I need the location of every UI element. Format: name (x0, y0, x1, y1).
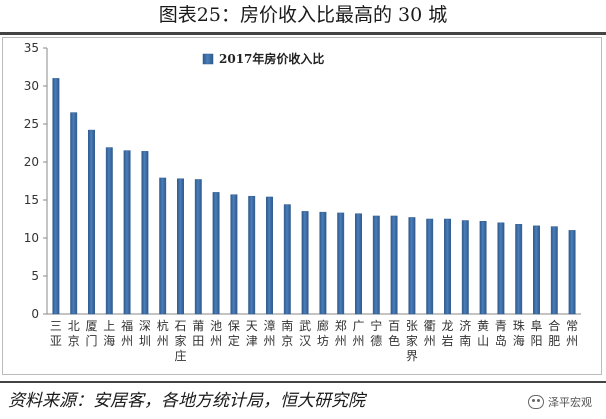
x-tick-label: 三亚 (50, 319, 62, 348)
x-tick-label: 福州 (121, 318, 133, 348)
bar (88, 129, 95, 315)
bar (408, 217, 416, 315)
x-tick-label: 宁德 (370, 318, 382, 348)
wechat-icon (528, 395, 544, 409)
x-tick-label: 黄山 (477, 319, 489, 348)
bar (568, 230, 576, 315)
x-tick-label: 南京 (281, 318, 293, 348)
bar (461, 220, 469, 315)
bar (515, 224, 523, 315)
bar (301, 211, 309, 315)
bar (550, 226, 558, 315)
bar (372, 215, 380, 315)
x-tick-label: 厦门 (85, 319, 97, 348)
x-tick-label: 上海 (103, 319, 115, 348)
y-tick-label: 15 (24, 193, 39, 207)
bar (248, 195, 256, 315)
bar (319, 211, 327, 315)
bar (159, 177, 167, 315)
x-tick-label: 漳州 (263, 318, 275, 348)
x-tick-label: 合肥 (548, 318, 560, 348)
x-tick-label: 石家庄 (174, 319, 186, 363)
bar (444, 218, 451, 315)
x-tick-label: 龙岩 (441, 319, 453, 348)
bar (52, 78, 60, 315)
x-tick-label: 杭州 (157, 318, 169, 348)
x-tick-label: 衢州 (424, 319, 436, 348)
watermark-text: 泽平宏观 (548, 396, 592, 409)
bar (337, 212, 345, 315)
y-tick-label: 20 (24, 155, 39, 169)
bar (283, 204, 291, 315)
bar (177, 178, 184, 315)
x-tick-label: 郑州 (335, 318, 347, 348)
bar (390, 215, 398, 315)
chart-frame: 0 5 10 15 20 25 30 35 三亚 北京 厦门 上海 福州 深圳 杭州 石家庄 莆田 池州 保定 天津漳… (2, 37, 602, 375)
bar (105, 147, 113, 315)
bar (141, 151, 149, 315)
x-tick-label: 池州 (210, 319, 222, 348)
bar (230, 194, 238, 315)
x-tick-label: 深圳 (139, 319, 151, 348)
x-tick-label: 莆田 (192, 319, 204, 348)
y-tick-label: 0 (31, 307, 39, 321)
bar (426, 218, 434, 315)
page-title: 图表25：房价收入比最高的 30 城 (158, 4, 448, 26)
bar (479, 221, 487, 315)
bar (497, 222, 505, 315)
x-tick-label: 青岛 (495, 319, 507, 348)
x-tick-label: 阜阳 (530, 319, 542, 348)
bar (212, 192, 220, 315)
y-tick-label: 25 (24, 117, 39, 131)
y-tick-label: 30 (24, 79, 39, 93)
bar (123, 150, 131, 315)
x-tick-label: 保定 (228, 319, 240, 348)
footer-divider (0, 381, 606, 383)
x-tick-label: 天津 (246, 319, 258, 348)
bar-chart: 0 5 10 15 20 25 30 35 三亚北京厦门上海福州深圳杭州石家庄莆田池州保定天津漳… (24, 41, 581, 363)
x-tick-label: 张家界 (406, 319, 418, 363)
bar (194, 179, 202, 315)
bar (70, 112, 78, 315)
x-tick-label: 济南 (459, 318, 471, 348)
bar (355, 213, 362, 315)
x-tick-label: 廊坊 (317, 318, 329, 348)
y-tick-label: 5 (31, 269, 39, 283)
bar (266, 196, 273, 315)
x-tick-label: 百色 (388, 319, 400, 348)
x-tick-label: 武汉 (299, 319, 311, 348)
watermark: 泽平宏观 (528, 392, 592, 412)
legend-label: 2017年房价收入比 (219, 51, 324, 66)
x-tick-label: 常州 (566, 319, 578, 348)
y-tick-label: 35 (24, 41, 39, 55)
x-tick-label: 北京 (68, 319, 80, 348)
y-tick-label: 10 (24, 231, 39, 245)
legend-swatch (202, 53, 214, 65)
x-tick-label: 珠海 (513, 319, 525, 348)
bar (533, 225, 540, 315)
title-divider (0, 32, 606, 35)
x-tick-label: 广州 (352, 319, 364, 348)
source-note: 资料来源：安居客，各地方统计局，恒大研究院 (8, 391, 365, 411)
